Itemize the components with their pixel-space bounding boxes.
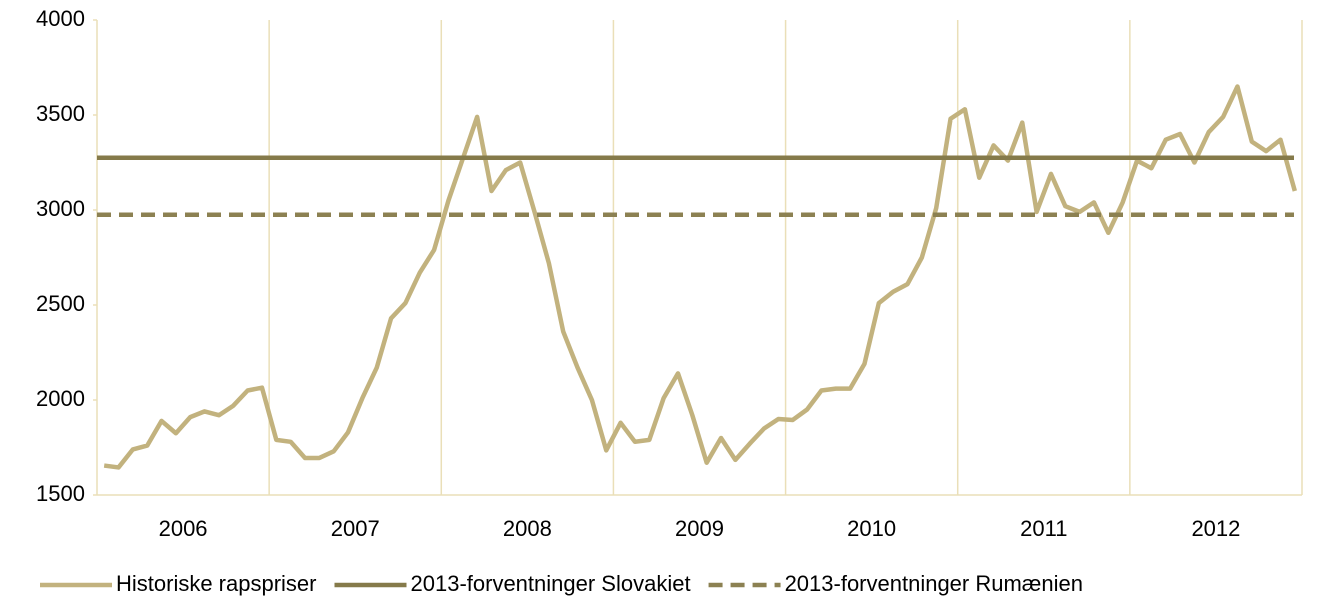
line-series <box>103 84 1297 470</box>
x-tick-label: 2006 <box>159 516 208 541</box>
x-tick-label: 2010 <box>847 516 896 541</box>
y-tick-label: 2000 <box>36 386 85 411</box>
x-tick-label: 2007 <box>331 516 380 541</box>
x-tick-label: 2011 <box>1020 516 1067 541</box>
legend-label: 2013-forventninger Rumænien <box>785 571 1083 596</box>
y-tick-label: 1500 <box>36 481 85 506</box>
x-tick-label: 2008 <box>503 516 552 541</box>
y-tick-label: 3000 <box>36 196 85 221</box>
x-tick-label: 2012 <box>1191 516 1240 541</box>
legend-label: 2013-forventninger Slovakiet <box>411 571 691 596</box>
y-tick-label: 3500 <box>36 101 85 126</box>
x-tick-label: 2009 <box>675 516 724 541</box>
y-tick-label: 2500 <box>36 291 85 316</box>
legend-label: Historiske rapspriser <box>116 571 317 596</box>
y-tick-label: 4000 <box>36 6 85 31</box>
